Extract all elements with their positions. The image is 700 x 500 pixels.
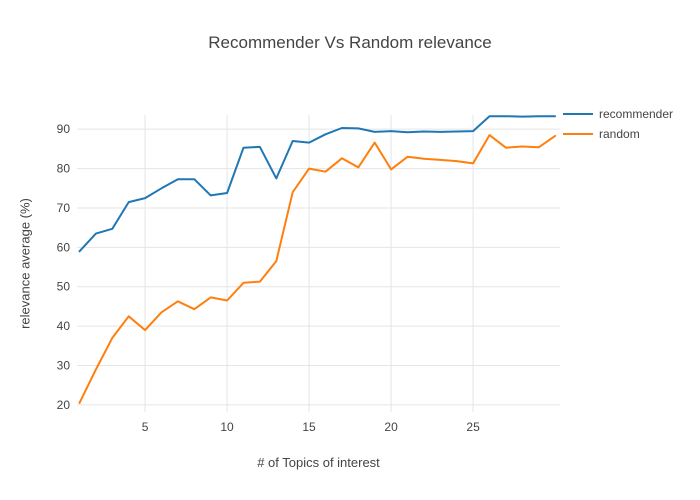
legend-label-recommender: recommender bbox=[599, 107, 674, 121]
series-line-random bbox=[78, 134, 557, 404]
x-tick-label: 25 bbox=[466, 420, 480, 434]
y-tick-label: 70 bbox=[57, 201, 71, 215]
series-line-recommender bbox=[78, 115, 557, 253]
x-tick-label: 20 bbox=[384, 420, 398, 434]
x-axis-title: # of Topics of interest bbox=[257, 455, 380, 470]
chart-title: Recommender Vs Random relevance bbox=[208, 33, 492, 52]
y-tick-label: 50 bbox=[57, 280, 71, 294]
y-tick-label: 20 bbox=[57, 398, 71, 412]
legend-label-random: random bbox=[599, 127, 640, 141]
plot-area[interactable] bbox=[77, 115, 560, 412]
y-tick-label: 40 bbox=[57, 319, 71, 333]
random-line-swatch-icon bbox=[563, 133, 593, 135]
y-tick-label: 90 bbox=[57, 122, 71, 136]
x-tick-label: 5 bbox=[142, 420, 149, 434]
y-tick-label: 60 bbox=[57, 240, 71, 254]
legend-item-recommender[interactable]: recommender bbox=[563, 104, 673, 124]
legend-item-random[interactable]: random bbox=[563, 124, 673, 144]
legend: recommender random bbox=[563, 104, 673, 144]
recommender-line-swatch-icon bbox=[563, 113, 593, 115]
y-tick-label: 80 bbox=[57, 162, 71, 176]
x-tick-label: 10 bbox=[220, 420, 234, 434]
y-axis-title: relevance average (%) bbox=[17, 198, 33, 329]
x-tick-label: 15 bbox=[302, 420, 316, 434]
y-tick-label: 30 bbox=[57, 359, 71, 373]
